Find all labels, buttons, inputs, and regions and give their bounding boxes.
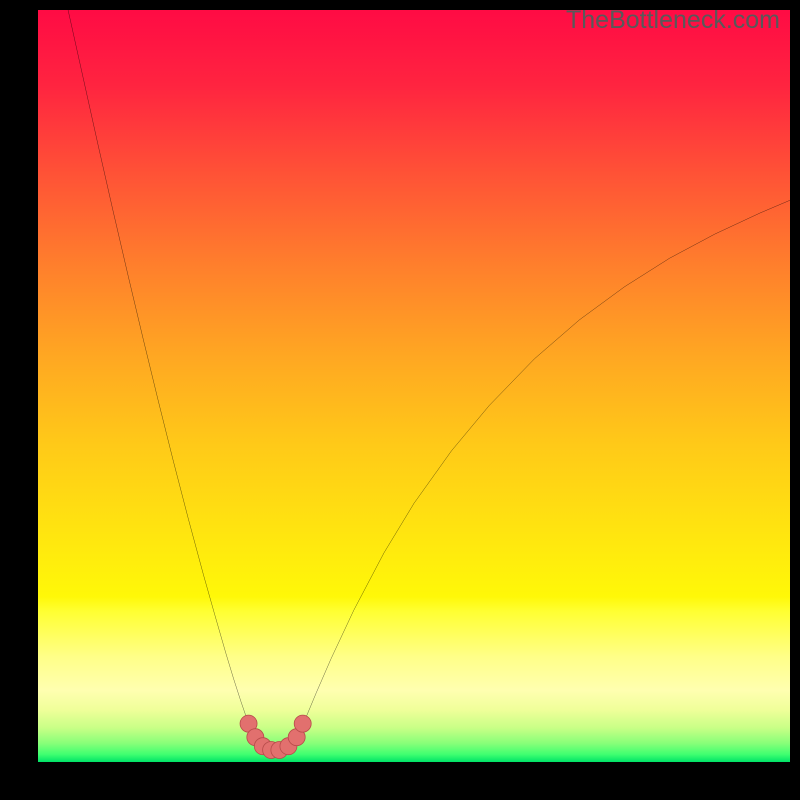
plot-area xyxy=(38,10,790,762)
watermark-text: TheBottleneck.com xyxy=(566,6,780,35)
chart-container: TheBottleneck.com xyxy=(0,0,800,800)
marker-point xyxy=(294,715,311,732)
marker-layer xyxy=(38,10,790,762)
